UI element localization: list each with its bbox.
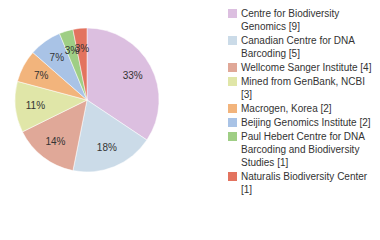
legend-label: Wellcome Sanger Institute [4] <box>241 62 372 73</box>
legend-label: Macrogen, Korea [2] <box>241 103 332 114</box>
data-label: 14% <box>45 136 65 147</box>
data-labels: 33%18%14%11%7%7%3%3% <box>26 43 143 153</box>
legend-label: Centre for BiodiversityGenomics [9] <box>241 8 339 32</box>
data-label: 18% <box>97 142 117 153</box>
pie-slice <box>73 28 87 100</box>
legend: Centre for BiodiversityGenomics [9] Canad… <box>228 8 372 195</box>
legend-swatch <box>228 118 237 127</box>
legend-swatch <box>228 132 237 141</box>
data-label: 7% <box>50 52 65 63</box>
legend-swatch <box>228 63 237 72</box>
data-label: 11% <box>26 100 45 111</box>
legend-label: Paul Hebert Centre for DNABarcoding and … <box>241 131 365 168</box>
data-label: 7% <box>34 70 49 81</box>
pie <box>15 28 159 172</box>
legend-swatch <box>228 104 237 113</box>
legend-label: Canadian Centre for DNABarcoding [5] <box>241 35 355 59</box>
legend-label: Naturalis Biodiversity Center[1] <box>241 171 368 195</box>
chart: 33%18%14%11%7%7%3%3%Centre for Biodivers… <box>0 0 380 240</box>
data-label: 3% <box>75 43 90 54</box>
legend-swatch <box>228 36 237 45</box>
legend-label: Mined from GenBank, NCBI[3] <box>241 76 365 100</box>
legend-label: Beijing Genomics Institute [2] <box>241 117 371 128</box>
legend-swatch <box>228 77 237 86</box>
legend-swatch <box>228 9 237 18</box>
legend-swatch <box>228 172 237 181</box>
data-label: 33% <box>123 70 143 81</box>
